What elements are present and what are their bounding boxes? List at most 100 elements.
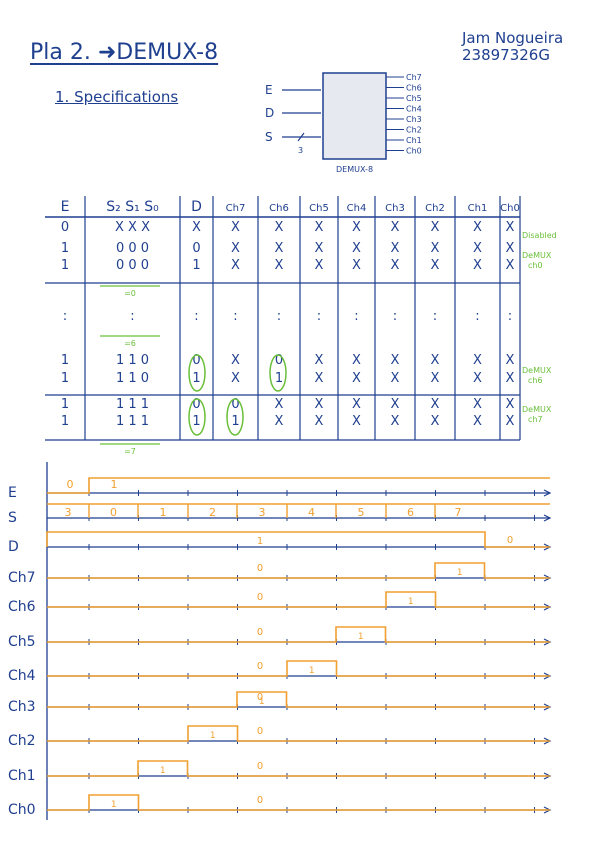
output-label-ch1: Ch1: [406, 136, 422, 145]
pulse-label: 1: [210, 731, 216, 741]
s-value: 7: [455, 506, 462, 519]
table-cell: X: [473, 220, 482, 235]
table-cell: :: [433, 309, 437, 324]
table-cell: X: [315, 397, 324, 412]
table-cell: 0: [192, 397, 200, 412]
truth-table: E S₂ S₁ S₀ D Ch7 Ch6 Ch5 Ch4 Ch3 Ch2 Ch1 Ch0 0 X X X…: [45, 196, 557, 456]
s-value: 1: [160, 506, 167, 519]
output-label-ch7: Ch7: [406, 73, 422, 82]
table-cell: 1: [61, 241, 69, 256]
signal-label-ch4: Ch4: [8, 668, 36, 684]
group-label: =0: [124, 289, 136, 298]
d-value-0: 0: [507, 535, 513, 546]
table-cell: X: [231, 220, 240, 235]
table-annotation: DeMUX ch7: [522, 405, 552, 424]
table-cell: X: [473, 241, 482, 256]
table-cell: 1: [192, 258, 200, 273]
signal-label-ch0: Ch0: [8, 802, 36, 818]
signal-label-ch1: Ch1: [8, 768, 36, 784]
table-cell: 0 0 0: [116, 241, 149, 256]
table-cell: X: [506, 220, 515, 235]
table-cell: 1: [61, 353, 69, 368]
table-header-0: E: [61, 199, 70, 215]
table-cell: X: [431, 241, 440, 256]
table-cell: 1 1 1: [116, 397, 149, 412]
table-cell: X: [315, 241, 324, 256]
table-cell: X: [506, 353, 515, 368]
table-header-1: S₂ S₁ S₀: [106, 199, 159, 215]
low-label: 0: [257, 563, 263, 574]
table-cell: X: [391, 414, 400, 429]
table-cell: 1 1 1: [116, 414, 149, 429]
low-label: 0: [257, 692, 263, 703]
table-cell: X X X: [115, 220, 150, 235]
table-cell: X: [352, 241, 361, 256]
table-cell: X: [231, 258, 240, 273]
pulse-label: 1: [358, 632, 364, 642]
table-cell: X: [231, 353, 240, 368]
table-cell: :: [277, 309, 281, 324]
table-cell: X: [352, 371, 361, 386]
s-value: 4: [308, 506, 315, 519]
table-header-5: Ch5: [309, 203, 329, 214]
table-cell: X: [431, 220, 440, 235]
table-cell: :: [475, 309, 479, 324]
table-cell: 0: [192, 353, 200, 368]
table-cell: :: [63, 309, 67, 324]
table-cell: 1 1 0: [116, 353, 149, 368]
pulse-label: 1: [160, 766, 166, 776]
table-cell: :: [233, 309, 237, 324]
table-cell: X: [275, 414, 284, 429]
table-header-4: Ch6: [269, 203, 289, 214]
output-label-ch5: Ch5: [406, 94, 422, 103]
pulse-label: 1: [309, 666, 315, 676]
table-cell: X: [352, 353, 361, 368]
input-label-e: E: [265, 83, 273, 97]
table-cell: X: [231, 371, 240, 386]
table-cell: X: [192, 220, 201, 235]
group-label: =6: [124, 339, 136, 348]
s-value: 2: [209, 506, 216, 519]
author-name: Jam Nogueira: [462, 29, 564, 47]
table-cell: X: [431, 397, 440, 412]
table-cell: X: [506, 258, 515, 273]
low-label: 0: [257, 627, 263, 638]
table-cell: X: [506, 371, 515, 386]
input-label-s: S: [265, 130, 273, 144]
output-label-ch0: Ch0: [406, 147, 422, 156]
s-value: 0: [110, 506, 117, 519]
table-cell: X: [431, 414, 440, 429]
table-cell: X: [352, 397, 361, 412]
signal-label-e: E: [8, 485, 17, 501]
table-cell: X: [315, 414, 324, 429]
table-cell: :: [194, 309, 198, 324]
table-cell: X: [431, 258, 440, 273]
s-value: 3: [259, 506, 266, 519]
table-header-2: D: [191, 199, 202, 215]
d-value-1: 1: [257, 536, 263, 547]
table-cell: 1: [61, 397, 69, 412]
s-value: 3: [65, 506, 72, 519]
table-cell: 0: [231, 397, 239, 412]
pulse-label: 1: [408, 597, 414, 607]
table-cell: X: [431, 353, 440, 368]
pulse-label: 1: [259, 697, 265, 707]
output-label-ch4: Ch4: [406, 105, 422, 114]
table-cell: X: [391, 397, 400, 412]
signal-label-ch7: Ch7: [8, 570, 36, 586]
table-cell: X: [275, 397, 284, 412]
table-cell: 0: [275, 353, 283, 368]
table-header-7: Ch3: [385, 203, 405, 214]
table-cell: X: [506, 241, 515, 256]
pulse-label: 1: [111, 800, 117, 810]
low-label: 0: [257, 592, 263, 603]
table-cell: X: [473, 414, 482, 429]
low-label: 0: [257, 661, 263, 672]
output-label-ch2: Ch2: [406, 126, 422, 135]
table-cell: :: [393, 309, 397, 324]
table-cell: X: [275, 220, 284, 235]
table-cell: X: [431, 371, 440, 386]
table-cell: X: [506, 397, 515, 412]
